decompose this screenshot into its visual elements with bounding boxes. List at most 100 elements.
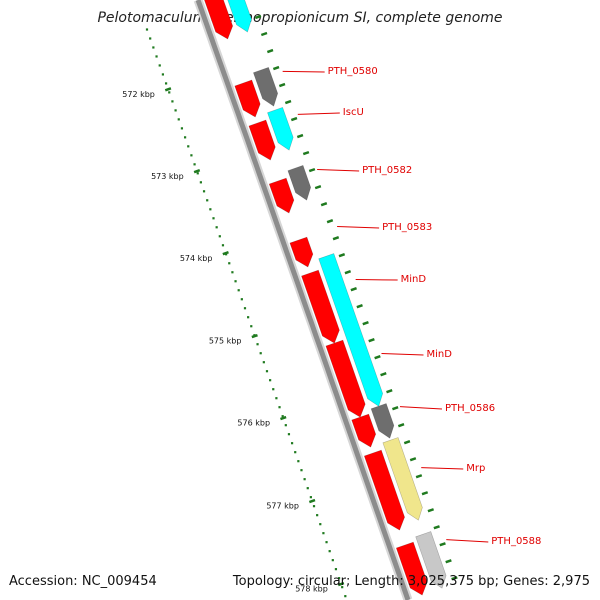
- outer-tick: [344, 270, 352, 275]
- gene-label: IscU: [343, 107, 364, 118]
- ruler-dot: [278, 406, 281, 409]
- gene-label: MinD: [426, 349, 452, 360]
- ruler-dot: [212, 217, 215, 220]
- outer-tick: [380, 372, 387, 377]
- ruler-dot: [331, 559, 334, 562]
- outer-tick: [451, 576, 458, 581]
- ruler-dot: [319, 523, 322, 526]
- ruler-dot: [259, 352, 262, 355]
- ruler-dot: [328, 550, 331, 553]
- cds-arrow: [248, 119, 276, 161]
- ruler-dot: [183, 136, 187, 139]
- ruler-dot: [161, 73, 165, 76]
- outer-tick: [254, 14, 262, 20]
- ruler-dot: [174, 109, 177, 112]
- ruler-dot: [300, 469, 303, 472]
- outer-tick: [338, 252, 346, 258]
- outer-tick: [296, 133, 304, 139]
- gene-arrow: [415, 531, 447, 589]
- ruler-dot: [334, 568, 338, 571]
- ruler-dot: [265, 370, 269, 373]
- outer-tick: [350, 287, 357, 292]
- ruler-dot: [316, 514, 319, 517]
- ruler-dot: [306, 487, 309, 490]
- ruler-dot: [196, 172, 199, 175]
- ruler-label: 578 kbp: [295, 585, 328, 594]
- gene-label-leader: [381, 353, 424, 356]
- ruler-dot: [177, 118, 180, 121]
- ruler-dot: [228, 262, 231, 265]
- cds-arrow: [363, 449, 405, 531]
- outer-tick: [374, 355, 381, 360]
- ruler-dot: [243, 307, 247, 310]
- ruler-dot: [322, 532, 325, 535]
- ruler-dot: [247, 316, 250, 319]
- outer-tick: [314, 184, 322, 190]
- cds-arrow: [289, 236, 314, 268]
- outer-tick: [392, 406, 399, 411]
- cds-arrow: [301, 269, 340, 344]
- outer-tick: [326, 218, 334, 224]
- outer-tick: [332, 235, 340, 241]
- cds-arrow: [351, 413, 377, 448]
- outer-tick: [397, 423, 405, 428]
- outer-tick: [266, 48, 274, 54]
- ruler-dot: [262, 361, 265, 364]
- ruler-major-tick: [193, 169, 201, 174]
- outer-tick: [272, 65, 280, 71]
- cds-arrow: [395, 541, 428, 596]
- gene-arrow: [318, 253, 384, 407]
- ruler-dot: [341, 586, 344, 589]
- cds-arrow: [234, 79, 261, 118]
- ruler-dot: [237, 289, 240, 292]
- ruler-dot: [344, 595, 347, 598]
- gene-labels: PTH_0580 IscU PTH_0582 PTH_0583 MinD MinD PTH_…: [282, 66, 541, 547]
- gene-label: PTH_0588: [491, 536, 541, 547]
- outer-tick: [409, 457, 417, 462]
- ruler: 572 kbp 573 kbp 574 kbp 575 kbp 576 kbp 577 k…: [122, 28, 347, 598]
- gene-label-leader: [399, 406, 443, 410]
- ruler-dot: [256, 343, 259, 346]
- outer-tick: [302, 150, 310, 156]
- genome-summary-text: Topology: circular; Length: 3,025,375 bp…: [232, 574, 590, 589]
- outer-tick: [290, 116, 298, 122]
- gene-label-leader: [337, 226, 380, 229]
- ruler-dot: [221, 244, 225, 247]
- cds-arrow: [325, 339, 366, 418]
- ruler-dot: [168, 91, 171, 94]
- gene-label: PTH_0583: [382, 222, 432, 233]
- ruler-major-tick: [222, 250, 229, 256]
- gene-label-leader: [446, 539, 489, 543]
- gene-label: PTH_0582: [362, 165, 412, 176]
- gene-label-leader: [421, 467, 464, 470]
- ruler-dot: [152, 46, 155, 49]
- ruler-dot: [240, 298, 243, 301]
- ruler-dot: [231, 271, 234, 274]
- ruler-dot: [309, 496, 312, 499]
- ruler-dot: [275, 397, 278, 400]
- ruler-dot: [269, 379, 272, 382]
- outer-tick: [421, 491, 429, 496]
- ruler-dot: [187, 145, 190, 148]
- ruler-label: 574 kbp: [180, 254, 213, 263]
- gene-label-leader: [282, 70, 325, 73]
- outer-tick: [356, 304, 363, 309]
- ruler-dot: [145, 28, 149, 31]
- ruler-dot: [155, 55, 158, 58]
- outer-tick: [308, 167, 316, 173]
- ruler-dot: [199, 181, 202, 184]
- outer-tick: [427, 508, 435, 513]
- cds-arrow: [268, 177, 295, 214]
- ruler-dot: [234, 280, 237, 283]
- ruler-label: 573 kbp: [151, 172, 184, 181]
- outer-tick: [386, 389, 393, 394]
- ruler-major-tick: [337, 581, 345, 587]
- ruler-dot: [284, 424, 287, 427]
- outer-tick: [320, 201, 328, 207]
- ruler-major-tick: [308, 498, 316, 504]
- ruler-dot: [297, 460, 300, 463]
- gene-arrow: [253, 67, 279, 107]
- gene-label-leader: [317, 168, 360, 172]
- gene-label: Mrp: [466, 463, 485, 474]
